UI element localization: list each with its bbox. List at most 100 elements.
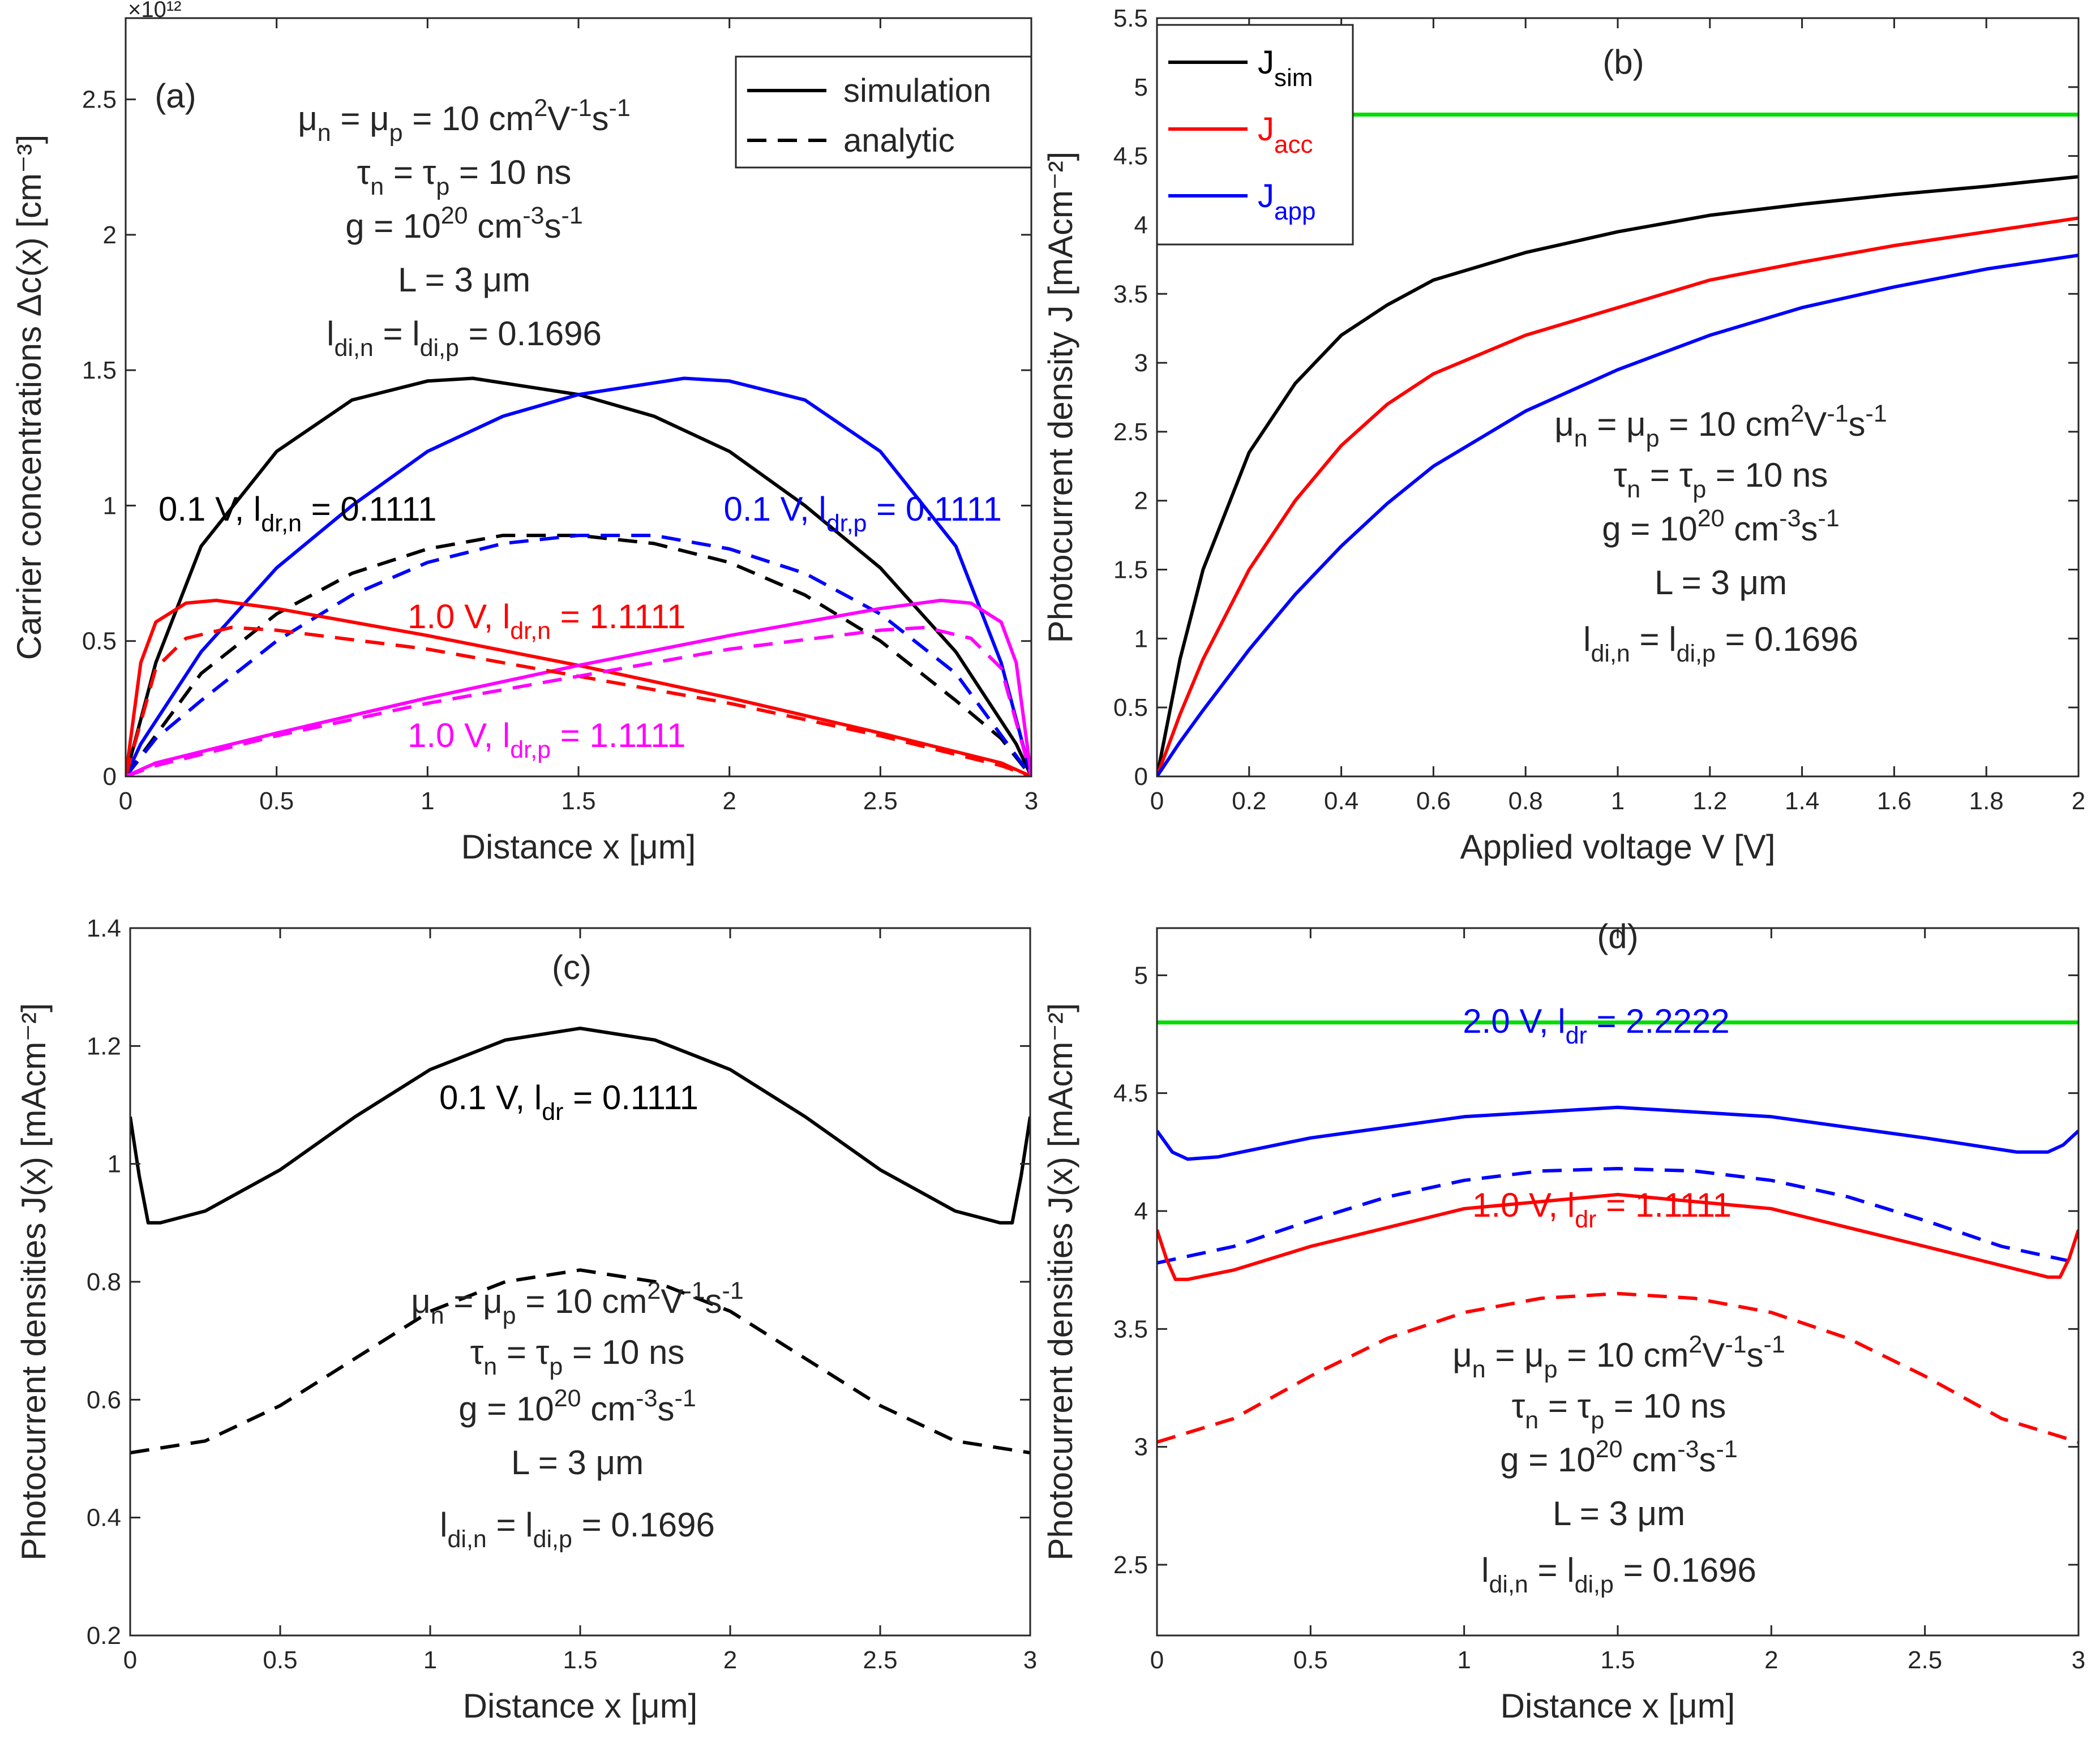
legend-label: simulation xyxy=(843,72,991,109)
x-tick-label: 1.5 xyxy=(563,1646,597,1674)
y-tick-label: 0.5 xyxy=(1113,694,1148,722)
x-tick-label: 2 xyxy=(2072,787,2085,815)
y-tick-label: 0 xyxy=(1134,763,1148,791)
x-tick-label: 1 xyxy=(423,1646,437,1674)
x-axis-label: Applied voltage V [V] xyxy=(1460,828,1775,866)
series-line-1-0-v-n-simulation xyxy=(126,598,1031,776)
param-lifetime: τn = τp = 10 ns xyxy=(357,153,572,200)
curve-label: 1.0 V, ldr = 1.1111 xyxy=(1472,1186,1732,1233)
y-tick-label: 4 xyxy=(1134,211,1148,239)
x-tick-label: 1 xyxy=(1457,1646,1471,1674)
panel-label: (c) xyxy=(552,948,592,986)
curve-label: 1.0 V, ldr,p = 1.1111 xyxy=(408,716,686,763)
x-tick-label: 0.4 xyxy=(1324,787,1358,815)
legend: simulation analytic xyxy=(735,55,1032,169)
y-axis-label: Photocurrent density J [mAcm⁻²] xyxy=(1042,152,1079,643)
x-tick-label: 0.2 xyxy=(1232,787,1266,815)
y-tick-label: 2.5 xyxy=(1113,418,1148,446)
y-tick-label: 0.6 xyxy=(87,1386,121,1414)
x-tick-label: 2.5 xyxy=(863,1646,897,1674)
panel-label: (d) xyxy=(1597,917,1638,955)
series-line-2-0-v-analytic xyxy=(1157,1167,2078,1265)
legend-box xyxy=(735,55,1032,169)
series-group xyxy=(130,1027,1030,1455)
param-mobility: μn = μp = 10 cm2V-1s-1 xyxy=(1452,1331,1785,1383)
param-generation: g = 1020 cm-3s-1 xyxy=(345,202,582,245)
param-ldi: ldi,n = ldi,p = 0.1696 xyxy=(1583,620,1858,667)
series-line-2-0-v-simulation xyxy=(1157,1105,2078,1161)
y-tick-label: 0.8 xyxy=(87,1268,121,1296)
series-line-1-0-v-p-simulation xyxy=(126,598,1031,776)
param-mobility: μn = μp = 10 cm2V-1s-1 xyxy=(1554,400,1887,452)
legend-box xyxy=(1156,24,1354,246)
x-tick-label: 2 xyxy=(1764,1646,1778,1674)
curve-label: 2.0 V, ldr = 2.2222 xyxy=(1463,1002,1729,1049)
legend-label: Jacc xyxy=(1258,111,1313,158)
param-ldi: ldi,n = ldi,p = 0.1696 xyxy=(327,315,602,362)
y-tick-label: 3 xyxy=(1134,349,1148,377)
series-line-0-1-v-simulation xyxy=(130,1027,1030,1225)
x-tick-label: 0.8 xyxy=(1508,787,1543,815)
y-tick-label: 2 xyxy=(103,221,117,249)
series-line-j-app xyxy=(1157,254,2078,776)
y-tick-label: 1.5 xyxy=(1113,556,1148,584)
y-tick-label: 2 xyxy=(1134,487,1148,515)
series-line-0-1-v-analytic xyxy=(130,1268,1030,1455)
param-mobility: μn = μp = 10 cm2V-1s-1 xyxy=(298,95,631,147)
x-tick-label: 0 xyxy=(119,787,132,815)
y-tick-label: 1.2 xyxy=(87,1032,121,1060)
panel-label: (a) xyxy=(155,77,196,115)
x-tick-label: 1.6 xyxy=(1877,787,1912,815)
legend-label: Japp xyxy=(1258,178,1315,225)
x-tick-label: 1.4 xyxy=(1785,787,1819,815)
chart-panel-b: 0 0.2 0.4 0.6 0.8 1 1.2 1.4 1.6 1.8 2 0 0.5 1 1.5 2 2.5 3… xyxy=(1042,5,2085,866)
y-tick-label: 3.5 xyxy=(1113,1315,1148,1343)
x-axis-label: Distance x [μm] xyxy=(463,1687,698,1725)
series-line-1-0-v-p-analytic xyxy=(126,625,1031,776)
param-generation: g = 1020 cm-3s-1 xyxy=(1602,505,1839,548)
x-tick-label: 0.5 xyxy=(259,787,294,815)
series-line-0-1-v-p-simulation xyxy=(126,376,1031,776)
y-tick-label: 0.4 xyxy=(87,1504,121,1532)
x-tick-label: 2.5 xyxy=(863,787,898,815)
x-tick-label: 3 xyxy=(1023,1646,1037,1674)
curve-label: 0.1 V, ldr,p = 0.1111 xyxy=(723,490,1002,537)
param-length: L = 3 μm xyxy=(398,261,530,299)
x-tick-label: 3 xyxy=(1025,787,1038,815)
y-tick-label: 5 xyxy=(1134,74,1148,101)
legend: Jsim Jacc Japp xyxy=(1156,24,1354,246)
x-tick-label: 2 xyxy=(723,1646,737,1674)
param-mobility: μn = μp = 10 cm2V-1s-1 xyxy=(411,1277,744,1329)
y-tick-label: 4.5 xyxy=(1113,1080,1148,1107)
series-line-1-0-v-simulation xyxy=(1157,1192,2078,1281)
series-line-0-1-v-p-analytic xyxy=(126,534,1031,776)
x-tick-label: 0.5 xyxy=(263,1646,297,1674)
x-tick-label: 3 xyxy=(2072,1646,2085,1674)
y-tick-label: 1.4 xyxy=(87,915,121,942)
series-group xyxy=(126,376,1031,776)
chart-panel-a: 0 0.5 1 1.5 2 2.5 3 0 0.5 1 1.5 2 2.5 Distance x [μm]… xyxy=(10,0,1038,866)
series-line-j-acc xyxy=(1157,216,2078,776)
x-tick-label: 2.5 xyxy=(1908,1646,1942,1674)
y-axis-label: Photocurrent densities J(x) [mAcm⁻²] xyxy=(1042,1003,1079,1560)
param-ldi: ldi,n = ldi,p = 0.1696 xyxy=(440,1506,715,1553)
y-axis-label: Photocurrent densities J(x) [mAcm⁻²] xyxy=(15,1003,53,1560)
param-length: L = 3 μm xyxy=(1553,1495,1685,1532)
y-tick-label: 3 xyxy=(1134,1433,1148,1461)
param-lifetime: τn = τp = 10 ns xyxy=(1614,456,1828,503)
panel-label: (b) xyxy=(1602,43,1644,81)
x-tick-label: 1.8 xyxy=(1969,787,2004,815)
y-tick-label: 1.5 xyxy=(82,357,117,384)
series-group xyxy=(1157,1020,2078,1444)
x-tick-label: 1.5 xyxy=(561,787,595,815)
chart-panel-d: 0 0.5 1 1.5 2 2.5 3 2.5 3 3.5 4 4.5 5 Distance x [μm]… xyxy=(1042,917,2085,1725)
y-tick-label: 1 xyxy=(103,492,117,520)
y-tick-label: 2.5 xyxy=(1113,1551,1148,1579)
y-axis-label: Carrier concentrations Δc(x) [cm⁻³] xyxy=(10,135,48,660)
param-lifetime: τn = τp = 10 ns xyxy=(470,1333,685,1380)
legend-label: analytic xyxy=(843,122,955,159)
x-tick-label: 1 xyxy=(421,787,434,815)
x-tick-label: 1.2 xyxy=(1692,787,1727,815)
param-generation: g = 1020 cm-3s-1 xyxy=(458,1385,696,1428)
